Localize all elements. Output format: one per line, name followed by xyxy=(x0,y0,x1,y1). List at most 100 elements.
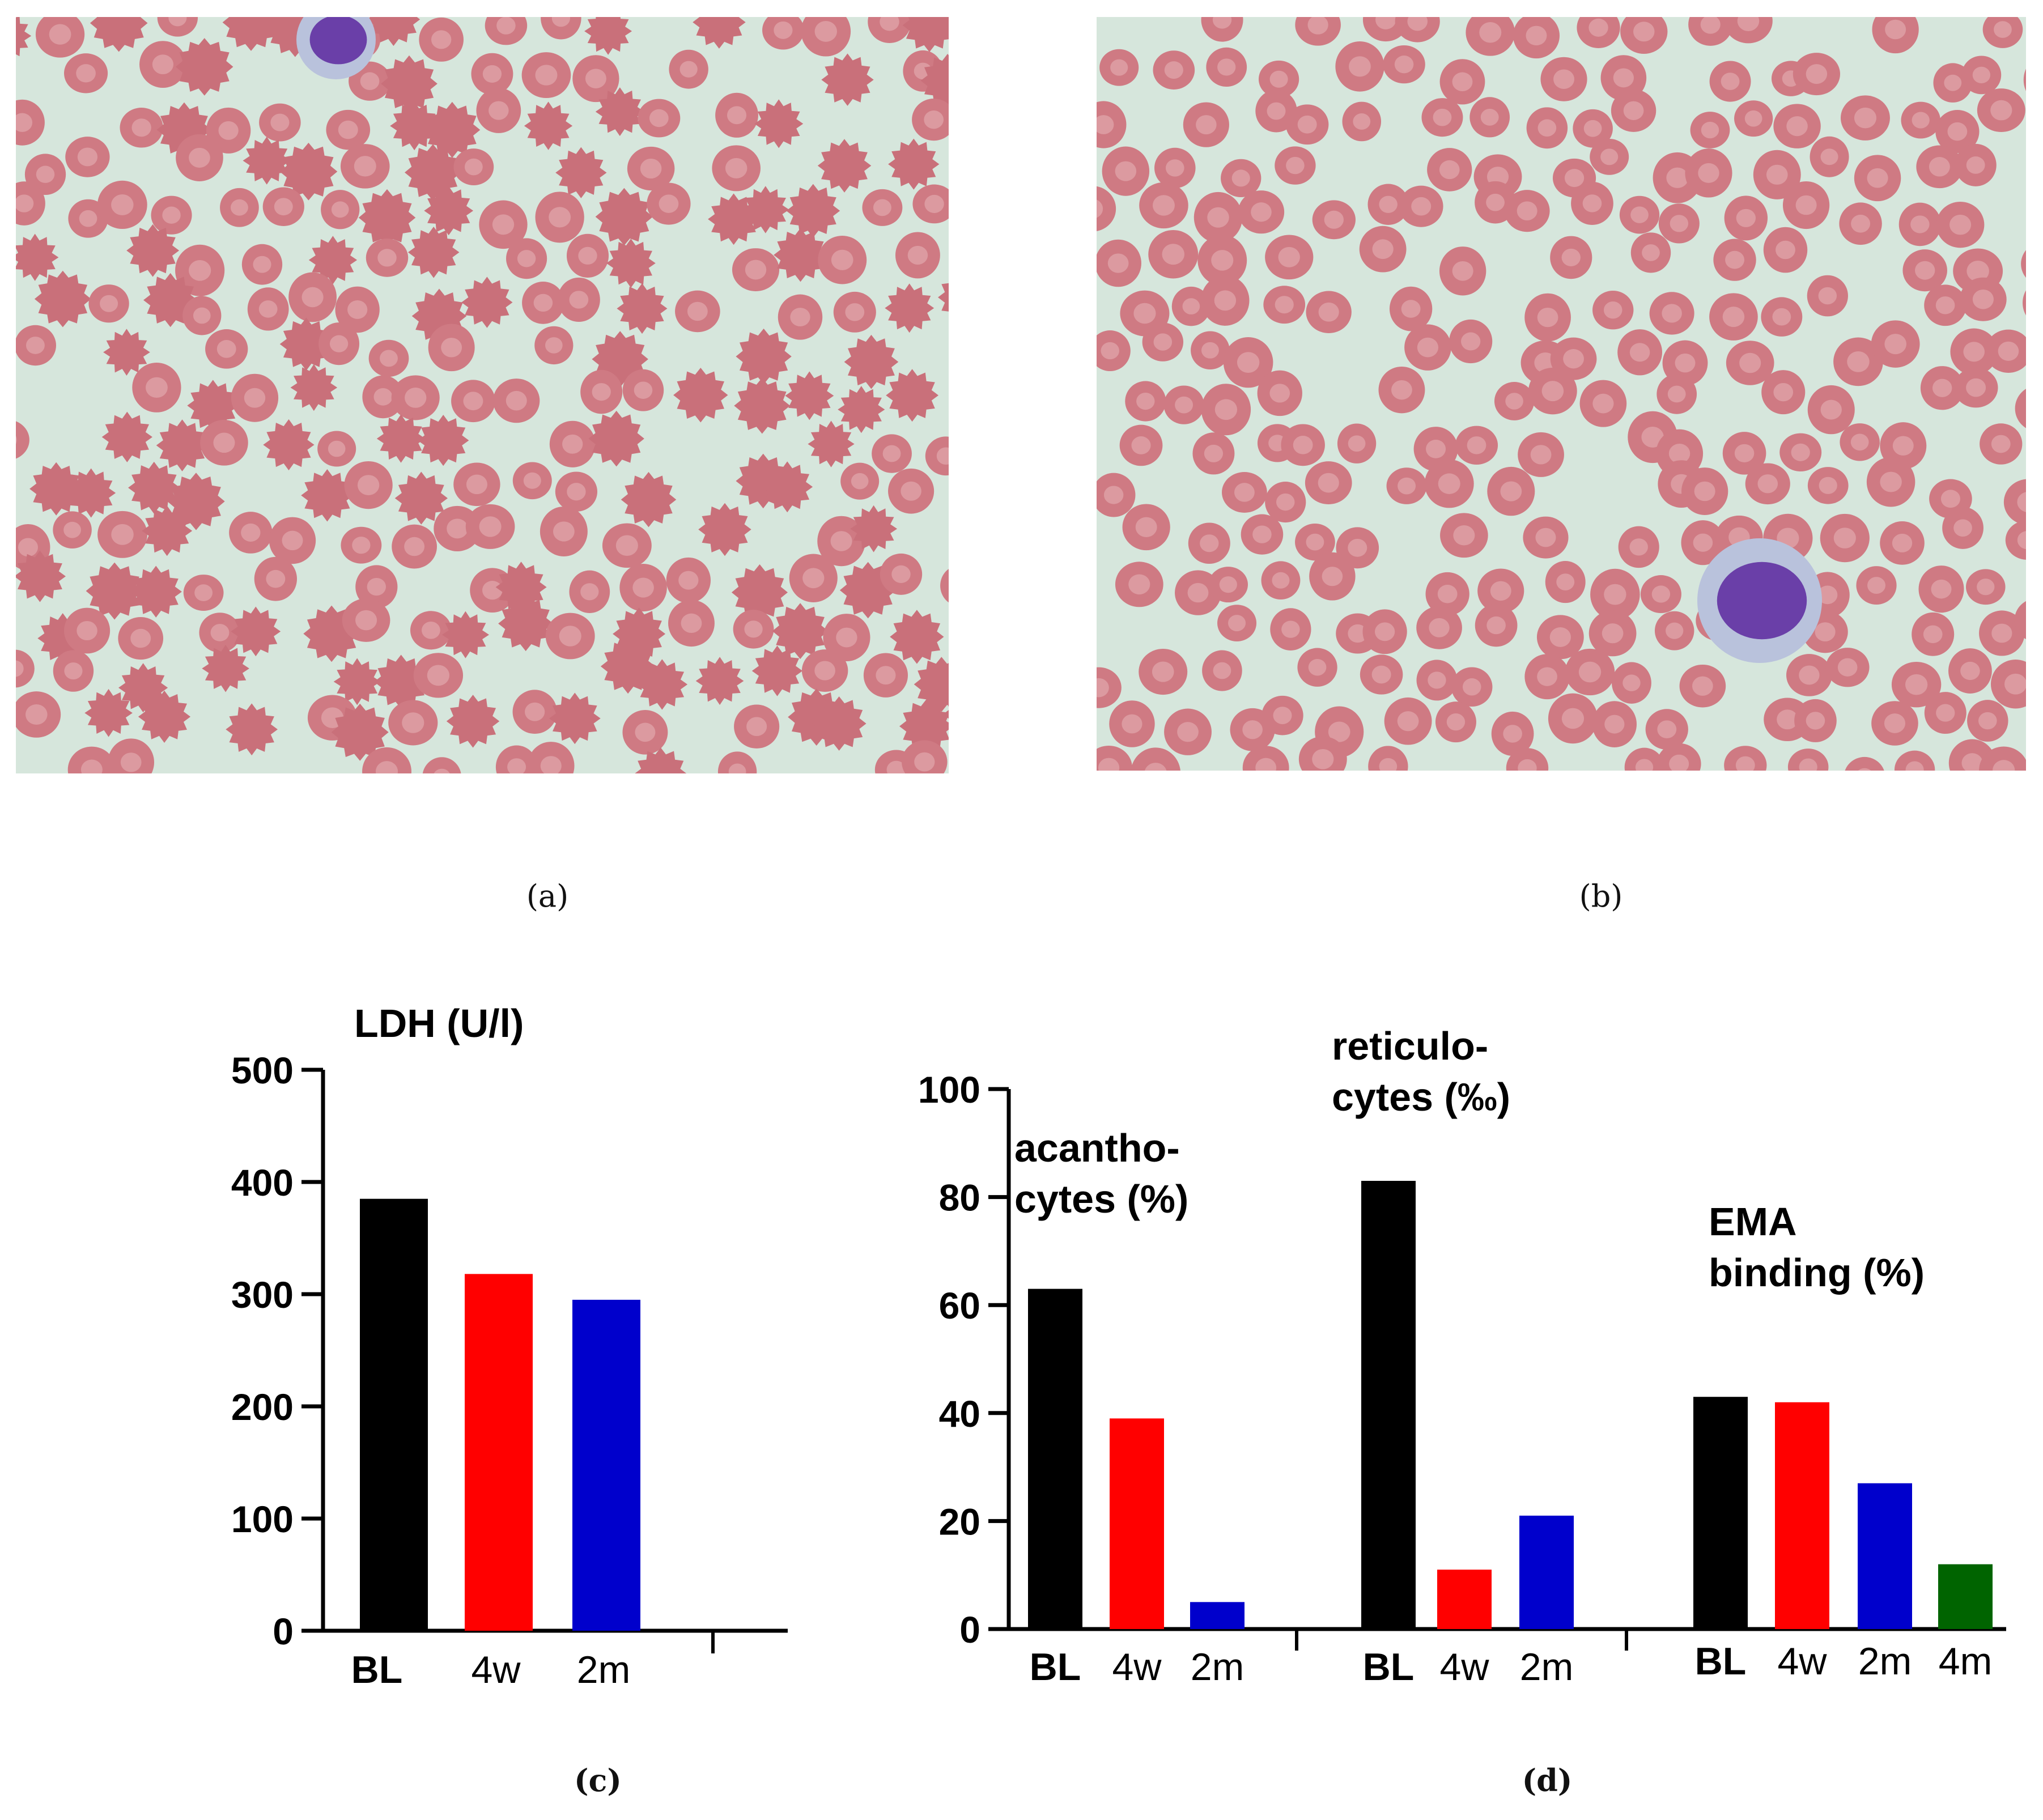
red-cell-pallor xyxy=(1582,194,1602,212)
acanthocyte-cell xyxy=(742,186,789,233)
red-cell xyxy=(16,649,35,688)
red-cell xyxy=(2005,520,2026,560)
red-cell-pallor xyxy=(355,610,377,631)
red-cell-pallor xyxy=(1437,584,1458,603)
smear-b-svg xyxy=(1097,17,2026,771)
red-cell-pallor xyxy=(1884,713,1906,733)
red-cell-pallor xyxy=(1480,108,1499,126)
acanthocyte-cell xyxy=(424,186,474,236)
group-label-acanthocytes-2: cytes (%) xyxy=(1014,1177,1188,1221)
red-cell-pallor xyxy=(1273,707,1292,725)
y-tick-label: 0 xyxy=(273,1610,294,1652)
red-cell-pallor xyxy=(1269,70,1288,88)
red-cell-pallor xyxy=(331,201,349,218)
acanthocyte-cell xyxy=(176,38,233,96)
acanthocyte-cell xyxy=(16,550,66,602)
red-cell-pallor xyxy=(1929,157,1950,177)
x-tick-label: 4w xyxy=(1778,1640,1828,1683)
red-cell-pallor xyxy=(1641,426,1664,448)
red-cell-pallor xyxy=(1851,214,1871,233)
red-cell-pallor xyxy=(1500,481,1522,501)
red-cell-pallor xyxy=(1736,209,1756,227)
red-cell-pallor xyxy=(1777,709,1798,730)
acanthocyte-cell xyxy=(279,317,333,371)
caption-d: (d) xyxy=(1522,1762,1573,1798)
acanthocyte-cell xyxy=(418,415,469,466)
red-cell-pallor xyxy=(79,210,97,227)
acanthocyte-cell xyxy=(405,144,461,201)
red-cell-pallor xyxy=(1312,749,1334,769)
red-cell-pallor xyxy=(1429,618,1450,637)
red-cell-pallor xyxy=(360,72,380,90)
red-cell-pallor xyxy=(831,249,853,270)
red-cell-pallor xyxy=(1306,533,1324,551)
red-cell-pallor xyxy=(26,704,48,725)
acanthocyte-cell xyxy=(902,17,949,52)
red-cell xyxy=(2023,290,2026,316)
acanthocyte-cell xyxy=(308,236,358,284)
red-cell-pallor xyxy=(1269,384,1290,403)
red-cell-pallor xyxy=(1623,101,1644,120)
bar-2-BL xyxy=(1693,1397,1748,1629)
red-cell-pallor xyxy=(352,537,371,554)
acanthocyte-cell xyxy=(263,419,315,471)
y-tick-label: 100 xyxy=(231,1498,294,1540)
red-cell-pallor xyxy=(1353,113,1371,130)
red-cell-pallor xyxy=(1211,250,1234,271)
red-cell-pallor xyxy=(585,69,606,88)
hemolysis-chart: acantho- cytes (%) reticulo- cytes (‰) E… xyxy=(918,1024,2006,1689)
red-cell-pallor xyxy=(1578,661,1602,683)
red-cell-pallor xyxy=(367,577,386,596)
red-cell-pallor xyxy=(64,662,83,680)
acanthocyte-cell xyxy=(786,184,840,238)
acanthocyte-cell xyxy=(101,411,152,462)
red-cell-pallor xyxy=(375,761,398,773)
red-cell-pallor xyxy=(578,246,597,265)
red-cell-pallor xyxy=(634,381,653,399)
acanthocyte-cell xyxy=(66,468,116,518)
red-cell-pallor xyxy=(1165,159,1184,177)
red-cell xyxy=(1894,750,1935,771)
red-cell-pallor xyxy=(16,436,17,444)
red-cell-pallor xyxy=(1379,758,1398,771)
red-cell-pallor xyxy=(146,377,168,398)
red-cell-pallor xyxy=(1744,110,1762,127)
red-cell-pallor xyxy=(1698,163,1719,183)
red-cell-pallor xyxy=(1892,436,1914,456)
red-cell-pallor xyxy=(270,113,290,131)
red-cell xyxy=(1201,17,1243,42)
red-cell-pallor xyxy=(1461,332,1481,351)
y-tick-label: 20 xyxy=(939,1500,980,1542)
acanthocyte-cell xyxy=(555,147,607,198)
red-cell-pallor xyxy=(1991,435,2011,453)
red-cell-pallor xyxy=(1153,195,1175,216)
red-cell-pallor xyxy=(533,294,553,312)
y-tick-label: 500 xyxy=(231,1049,294,1091)
acanthocyte-cell xyxy=(498,596,554,652)
red-cell-pallor xyxy=(244,388,266,408)
acanthocyte-cell xyxy=(358,189,416,246)
red-cell-pallor xyxy=(1940,490,1960,508)
red-cell-pallor xyxy=(1503,725,1522,743)
y-tick-label: 0 xyxy=(959,1609,980,1651)
red-cell-pallor xyxy=(1453,525,1475,546)
red-cell-pallor xyxy=(1107,253,1129,273)
caption-b: (b) xyxy=(1579,878,1623,914)
red-cell-pallor xyxy=(1252,525,1272,543)
red-cell-pallor xyxy=(924,194,944,213)
red-cell-pallor xyxy=(1439,160,1460,180)
red-cell-pallor xyxy=(1428,671,1446,689)
acanthocyte-cell xyxy=(90,17,148,52)
red-cell-pallor xyxy=(1177,722,1199,742)
acanthocyte-cell xyxy=(138,690,191,743)
red-cell xyxy=(940,569,949,603)
red-cell-pallor xyxy=(1219,576,1237,593)
bar-2-4m xyxy=(1938,1564,1993,1629)
group-label-reticulocytes-2: cytes (‰) xyxy=(1332,1075,1510,1119)
red-cell-pallor xyxy=(1949,214,1972,235)
red-cell-pallor xyxy=(441,338,462,358)
red-cell-pallor xyxy=(830,531,852,551)
acanthocyte-cell xyxy=(888,138,940,190)
red-cell-pallor xyxy=(814,21,837,42)
acanthocyte-cell xyxy=(606,239,656,288)
